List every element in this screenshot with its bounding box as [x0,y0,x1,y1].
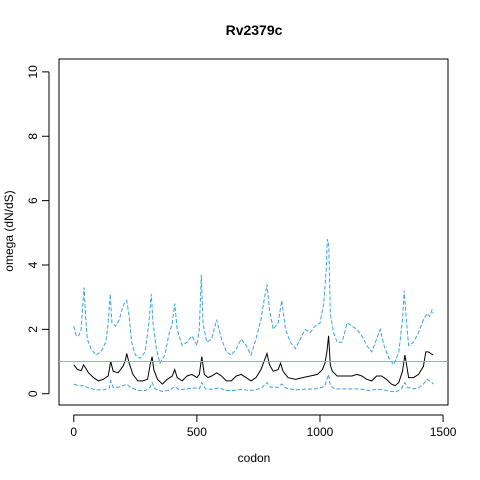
x-tick-label: 1000 [307,425,334,439]
y-tick-label: 6 [26,197,40,204]
y-tick-label: 8 [26,133,40,140]
series-lower-line [73,374,434,393]
y-tick-label: 0 [26,390,40,397]
chart-title: Rv2379c [226,22,283,38]
y-tick-label: 2 [26,326,40,333]
x-axis: 0 500 1000 1500 [70,414,457,439]
series-estimate-line [73,335,434,387]
x-tick-label: 500 [187,425,207,439]
y-tick-label: 4 [26,261,40,268]
y-axis: 0 2 4 6 8 10 [26,65,50,397]
plot-frame [58,58,449,406]
x-tick-label: 0 [70,425,77,439]
series-upper-line [73,239,434,366]
y-tick-label: 10 [26,65,40,79]
series-layer [73,239,434,393]
x-axis-label: codon [238,451,271,465]
y-axis-label: omega (dN/dS) [2,190,16,271]
x-tick-label: 1500 [430,425,457,439]
